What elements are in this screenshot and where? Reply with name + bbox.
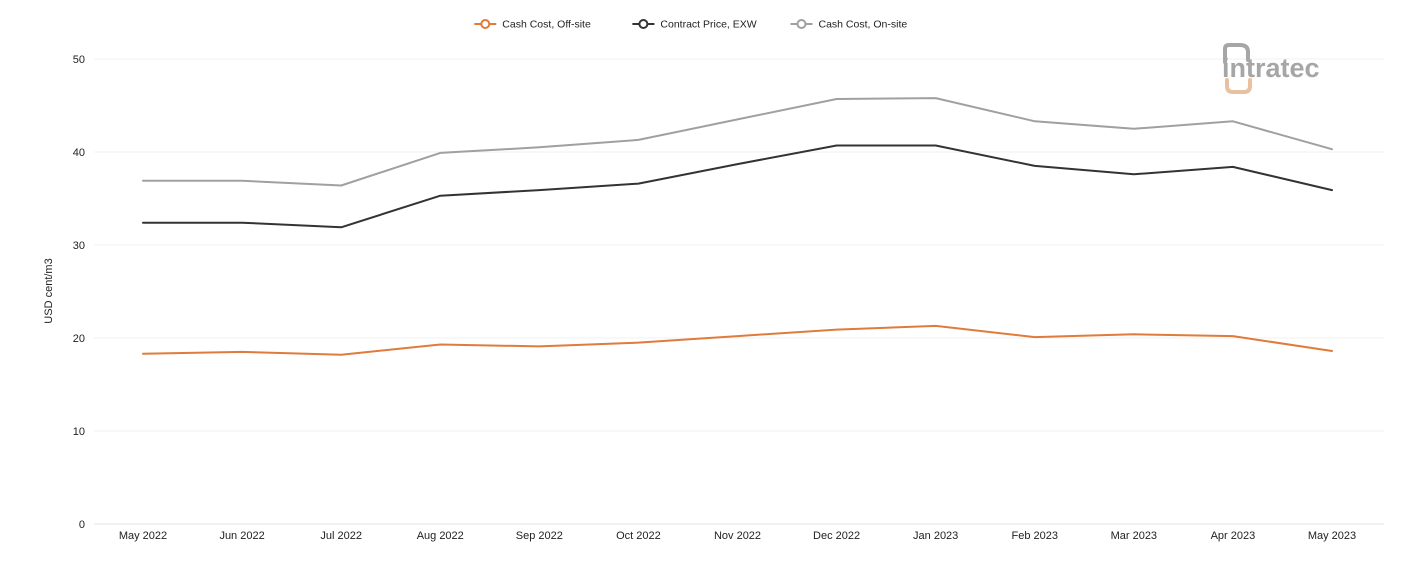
y-tick-label: 40: [73, 147, 85, 159]
x-tick-label: Dec 2022: [813, 530, 860, 542]
legend-item-3[interactable]: Cash Cost, On-site: [790, 19, 908, 31]
x-tick-label: May 2023: [1308, 530, 1356, 542]
legend-item-1[interactable]: Cash Cost, Off-site: [474, 19, 591, 31]
x-tick-label: Apr 2023: [1211, 530, 1256, 542]
y-tick-label: 50: [73, 54, 85, 66]
legend-label: Cash Cost, On-site: [819, 19, 908, 31]
x-tick-label: Aug 2022: [417, 530, 464, 542]
y-axis: 0 10 20 30 40 50: [73, 54, 85, 531]
x-tick-label: Feb 2023: [1012, 530, 1058, 542]
legend-label: Cash Cost, Off-site: [502, 19, 591, 31]
legend-marker: [796, 19, 807, 29]
legend-item-2[interactable]: Contract Price, EXW: [632, 19, 757, 31]
y-tick-label: 30: [73, 240, 85, 252]
y-axis-label: USD cent/m3: [43, 258, 55, 323]
y-tick-label: 10: [73, 426, 85, 438]
y-tick-label: 0: [79, 519, 85, 531]
logo-text: intratec: [1222, 53, 1320, 83]
x-axis: May 2022 Jun 2022 Jul 2022 Aug 2022 Sep 2022…: [119, 530, 1356, 542]
x-tick-label: Jul 2022: [320, 530, 362, 542]
y-tick-label: 20: [73, 333, 85, 345]
x-tick-label: Jun 2022: [219, 530, 264, 542]
legend-label: Contract Price, EXW: [660, 19, 756, 31]
legend-marker: [638, 19, 649, 29]
legend-marker: [480, 19, 491, 29]
series-line-3: [142, 97, 1333, 187]
gridlines: [94, 58, 1384, 525]
series-line-2: [142, 144, 1333, 229]
series-lines: [142, 97, 1333, 356]
x-tick-label: Mar 2023: [1111, 530, 1157, 542]
intratec-logo: intratec: [1222, 43, 1320, 94]
logo-mark-bottom: [1225, 78, 1252, 94]
logo-mark-top: [1223, 43, 1250, 64]
x-tick-label: Sep 2022: [516, 530, 563, 542]
series-line-1: [142, 324, 1333, 356]
x-tick-label: Nov 2022: [714, 530, 761, 542]
x-tick-label: Oct 2022: [616, 530, 661, 542]
legend[interactable]: Cash Cost, Off-site Contract Price, EXW Ca…: [474, 19, 907, 31]
x-tick-label: May 2022: [119, 530, 167, 542]
x-tick-label: Jan 2023: [913, 530, 958, 542]
